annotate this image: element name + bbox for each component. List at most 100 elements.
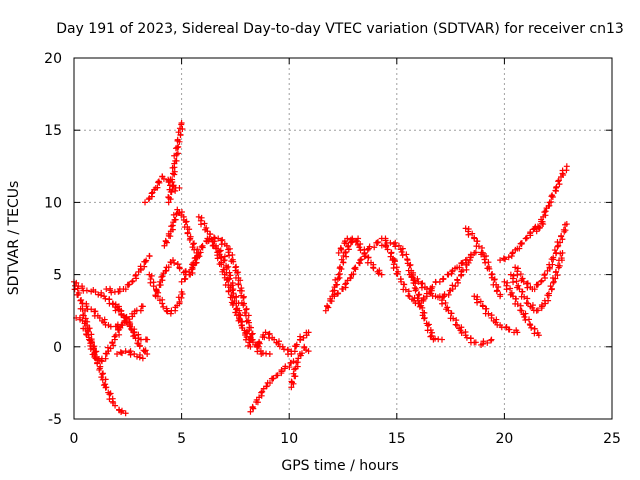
data-point (538, 277, 545, 284)
data-point (477, 298, 484, 305)
data-point (155, 178, 162, 185)
data-point (218, 261, 225, 268)
data-point (154, 184, 161, 191)
data-point (100, 370, 107, 377)
data-point (484, 339, 491, 346)
data-point (288, 378, 295, 385)
data-point (237, 277, 244, 284)
data-point (225, 287, 232, 294)
data-point (438, 336, 445, 343)
data-point (275, 338, 282, 345)
data-point (189, 265, 196, 272)
data-point (230, 258, 237, 265)
data-point (121, 314, 128, 321)
data-point (436, 293, 443, 300)
data-point (152, 293, 159, 300)
data-point (247, 408, 254, 415)
series-arc30 (501, 278, 542, 339)
data-point (162, 237, 169, 244)
data-point (233, 263, 240, 270)
data-point (401, 281, 408, 288)
data-point (227, 294, 234, 301)
data-point (553, 183, 560, 190)
data-point (474, 299, 481, 306)
data-point (548, 286, 555, 293)
data-point (122, 410, 129, 417)
data-point (452, 283, 459, 290)
x-tick-label: 5 (177, 431, 186, 447)
data-point (241, 309, 248, 316)
data-point (488, 314, 495, 321)
data-point (96, 366, 103, 373)
data-point (392, 243, 399, 250)
data-point (91, 351, 98, 358)
y-tick-label: 20 (44, 51, 62, 67)
data-point (169, 257, 176, 264)
data-point (161, 242, 168, 249)
data-point (119, 350, 126, 357)
data-point (291, 348, 298, 355)
data-point (130, 329, 137, 336)
data-point (126, 323, 133, 330)
series-arc27 (462, 225, 504, 300)
data-point (449, 282, 456, 289)
data-point (83, 287, 90, 294)
data-point (174, 206, 181, 213)
data-point (102, 384, 109, 391)
data-point (560, 226, 567, 233)
data-point (479, 249, 486, 256)
data-point (514, 329, 521, 336)
data-point (427, 333, 434, 340)
y-tick-label: -5 (48, 412, 62, 428)
y-tick-label: 15 (44, 123, 62, 139)
data-point (207, 231, 214, 238)
data-point (500, 255, 507, 262)
data-point (171, 216, 178, 223)
data-point (559, 249, 566, 256)
series-arc33 (533, 163, 570, 235)
data-point (545, 203, 552, 210)
series-arc15 (206, 234, 273, 358)
data-point (178, 278, 185, 285)
data-point (176, 298, 183, 305)
data-point (485, 310, 492, 317)
data-point (131, 332, 138, 339)
data-point (122, 286, 129, 293)
data-point (520, 278, 527, 285)
data-point (332, 281, 339, 288)
data-point (450, 315, 457, 322)
data-point (132, 272, 139, 279)
data-point (390, 264, 397, 271)
data-point (266, 380, 273, 387)
data-point (563, 163, 570, 170)
data-point (541, 209, 548, 216)
data-point (366, 243, 373, 250)
data-point (227, 272, 234, 279)
data-point (170, 211, 177, 218)
data-point (552, 275, 559, 282)
data-point (81, 320, 88, 327)
data-point (263, 383, 270, 390)
data-point (439, 300, 446, 307)
data-point (529, 302, 536, 309)
data-point (159, 273, 166, 280)
data-point (416, 291, 423, 298)
data-point (410, 277, 417, 284)
data-point (441, 291, 448, 298)
data-point (349, 239, 356, 246)
data-point (411, 285, 418, 292)
data-point (445, 291, 452, 298)
data-point (248, 331, 255, 338)
data-point (293, 341, 300, 348)
data-point (117, 349, 124, 356)
data-point (287, 360, 294, 367)
data-point (178, 288, 185, 295)
data-point (395, 242, 402, 249)
data-point (486, 265, 493, 272)
data-point (332, 276, 339, 283)
data-point (526, 316, 533, 323)
data-point (175, 143, 182, 150)
data-point (402, 286, 409, 293)
